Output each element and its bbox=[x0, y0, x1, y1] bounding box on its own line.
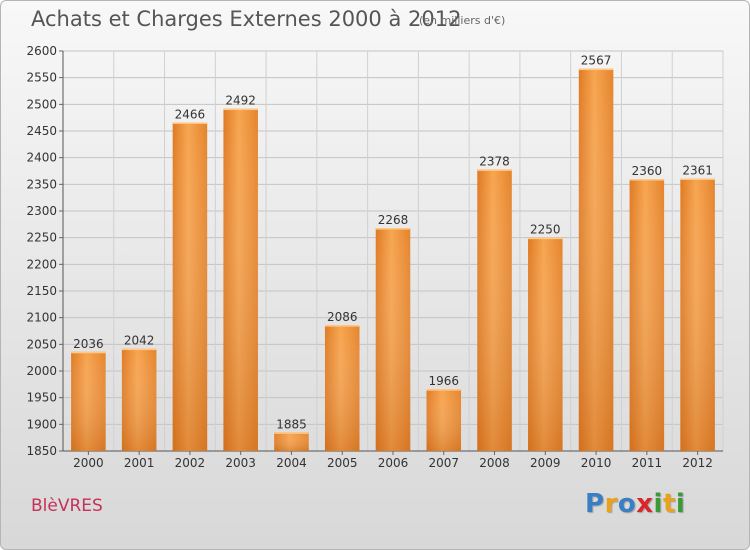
chart-subtitle: (en milliers d'€) bbox=[419, 14, 506, 27]
bar-top-highlight bbox=[375, 228, 411, 230]
bar-shade bbox=[629, 179, 665, 451]
y-tick-label: 2450 bbox=[26, 124, 57, 138]
x-tick-label: 2000 bbox=[73, 456, 104, 470]
axes: 1850 1900 1950 2000 2050 2100 2150 2200 2250 2300… bbox=[26, 44, 723, 470]
bar-top-highlight bbox=[426, 389, 462, 391]
logo-letter: P bbox=[585, 489, 605, 519]
data-label: 2466 bbox=[175, 107, 206, 121]
data-label: 2361 bbox=[682, 163, 713, 177]
bar-group: 2042 bbox=[121, 334, 157, 451]
bar-top-highlight bbox=[223, 108, 258, 111]
bar-shade bbox=[578, 68, 614, 451]
bar-top-highlight bbox=[680, 178, 715, 180]
y-tick-label: 2200 bbox=[26, 257, 57, 271]
bar-group: 1885 bbox=[274, 417, 309, 451]
bar-group: 2268 bbox=[375, 213, 411, 451]
x-tick-label: 2005 bbox=[327, 456, 358, 470]
data-label: 1885 bbox=[276, 417, 307, 431]
logo-letter: r bbox=[604, 489, 618, 519]
bar-shade bbox=[324, 325, 360, 451]
bar-group: 2378 bbox=[477, 154, 512, 451]
bar-shade bbox=[375, 228, 411, 451]
bar-top-highlight bbox=[324, 325, 360, 327]
bar-top-highlight bbox=[578, 68, 614, 71]
y-tick-label: 2300 bbox=[26, 204, 57, 218]
data-label: 2042 bbox=[124, 334, 155, 348]
x-tick-label: 2010 bbox=[581, 456, 612, 470]
data-label: 2360 bbox=[632, 164, 663, 178]
data-label: 2250 bbox=[530, 223, 561, 237]
x-tick-label: 2006 bbox=[378, 456, 409, 470]
y-tick-label: 1850 bbox=[26, 444, 57, 458]
y-tick-label: 2600 bbox=[26, 44, 57, 58]
bar-group: 2361 bbox=[680, 163, 715, 451]
y-tick-label: 2400 bbox=[26, 151, 57, 165]
y-tick-label: 2000 bbox=[26, 364, 57, 378]
logo-letter: x bbox=[636, 489, 654, 519]
proxiti-logo: Proxiti bbox=[585, 489, 685, 519]
bar-shade bbox=[528, 237, 563, 451]
data-label: 2378 bbox=[479, 154, 510, 168]
y-tick-label: 2150 bbox=[26, 284, 57, 298]
x-tick-label: 2007 bbox=[428, 456, 459, 470]
logo-letter: o bbox=[617, 489, 637, 519]
x-tick-label: 2012 bbox=[682, 456, 713, 470]
bar-shade bbox=[680, 178, 715, 451]
bar-top-highlight bbox=[528, 237, 563, 240]
bar-group: 2492 bbox=[223, 94, 258, 451]
bar-top-highlight bbox=[629, 179, 665, 181]
data-label: 2567 bbox=[581, 54, 612, 68]
bar-group: 2086 bbox=[324, 310, 360, 451]
x-tick-label: 2003 bbox=[225, 456, 256, 470]
bar-top-highlight bbox=[172, 122, 208, 124]
bar-shade bbox=[477, 169, 512, 451]
chart-title: Achats et Charges Externes 2000 à 2012 bbox=[31, 7, 462, 31]
data-label: 2492 bbox=[225, 94, 256, 108]
bar-shade bbox=[172, 122, 208, 451]
commune-name: BlèVRES bbox=[31, 496, 103, 516]
bar-group: 2567 bbox=[578, 54, 614, 451]
bar-top-highlight bbox=[121, 348, 157, 351]
x-tick-label: 2008 bbox=[479, 456, 510, 470]
bar-group: 2360 bbox=[629, 164, 665, 451]
bar-group: 2250 bbox=[528, 223, 563, 451]
bar-group: 2466 bbox=[172, 107, 208, 451]
data-label: 2036 bbox=[73, 337, 104, 351]
bars: 2036 2042 2466 2492 1885 2086 2268 1966 2378 2250… bbox=[71, 54, 715, 451]
y-tick-label: 2250 bbox=[26, 231, 57, 245]
bar-shade bbox=[71, 351, 106, 451]
x-tick-label: 2002 bbox=[175, 456, 206, 470]
bar-shade bbox=[121, 348, 157, 451]
y-tick-label: 1950 bbox=[26, 391, 57, 405]
y-tick-label: 2500 bbox=[26, 97, 57, 111]
data-label: 2086 bbox=[327, 310, 358, 324]
bar-shade bbox=[426, 389, 462, 451]
data-label: 2268 bbox=[378, 213, 409, 227]
x-tick-label: 2001 bbox=[124, 456, 155, 470]
y-tick-label: 1900 bbox=[26, 417, 57, 431]
logo-letter: i bbox=[653, 489, 663, 519]
bar-group: 1966 bbox=[426, 374, 462, 451]
logo-letter: t bbox=[662, 489, 676, 519]
y-tick-label: 2100 bbox=[26, 311, 57, 325]
y-tick-label: 2350 bbox=[26, 177, 57, 191]
bar-shade bbox=[274, 432, 309, 451]
x-tick-label: 2004 bbox=[276, 456, 307, 470]
bar-shade bbox=[223, 108, 258, 451]
bar-top-highlight bbox=[274, 432, 309, 434]
bar-group: 2036 bbox=[71, 337, 106, 451]
logo-letter: i bbox=[675, 489, 686, 519]
x-tick-label: 2011 bbox=[632, 456, 663, 470]
data-label: 1966 bbox=[428, 374, 459, 388]
y-tick-label: 2050 bbox=[26, 337, 57, 351]
bar-top-highlight bbox=[71, 351, 106, 354]
bar-top-highlight bbox=[477, 169, 512, 171]
x-tick-label: 2009 bbox=[530, 456, 561, 470]
y-tick-label: 2550 bbox=[26, 71, 57, 85]
